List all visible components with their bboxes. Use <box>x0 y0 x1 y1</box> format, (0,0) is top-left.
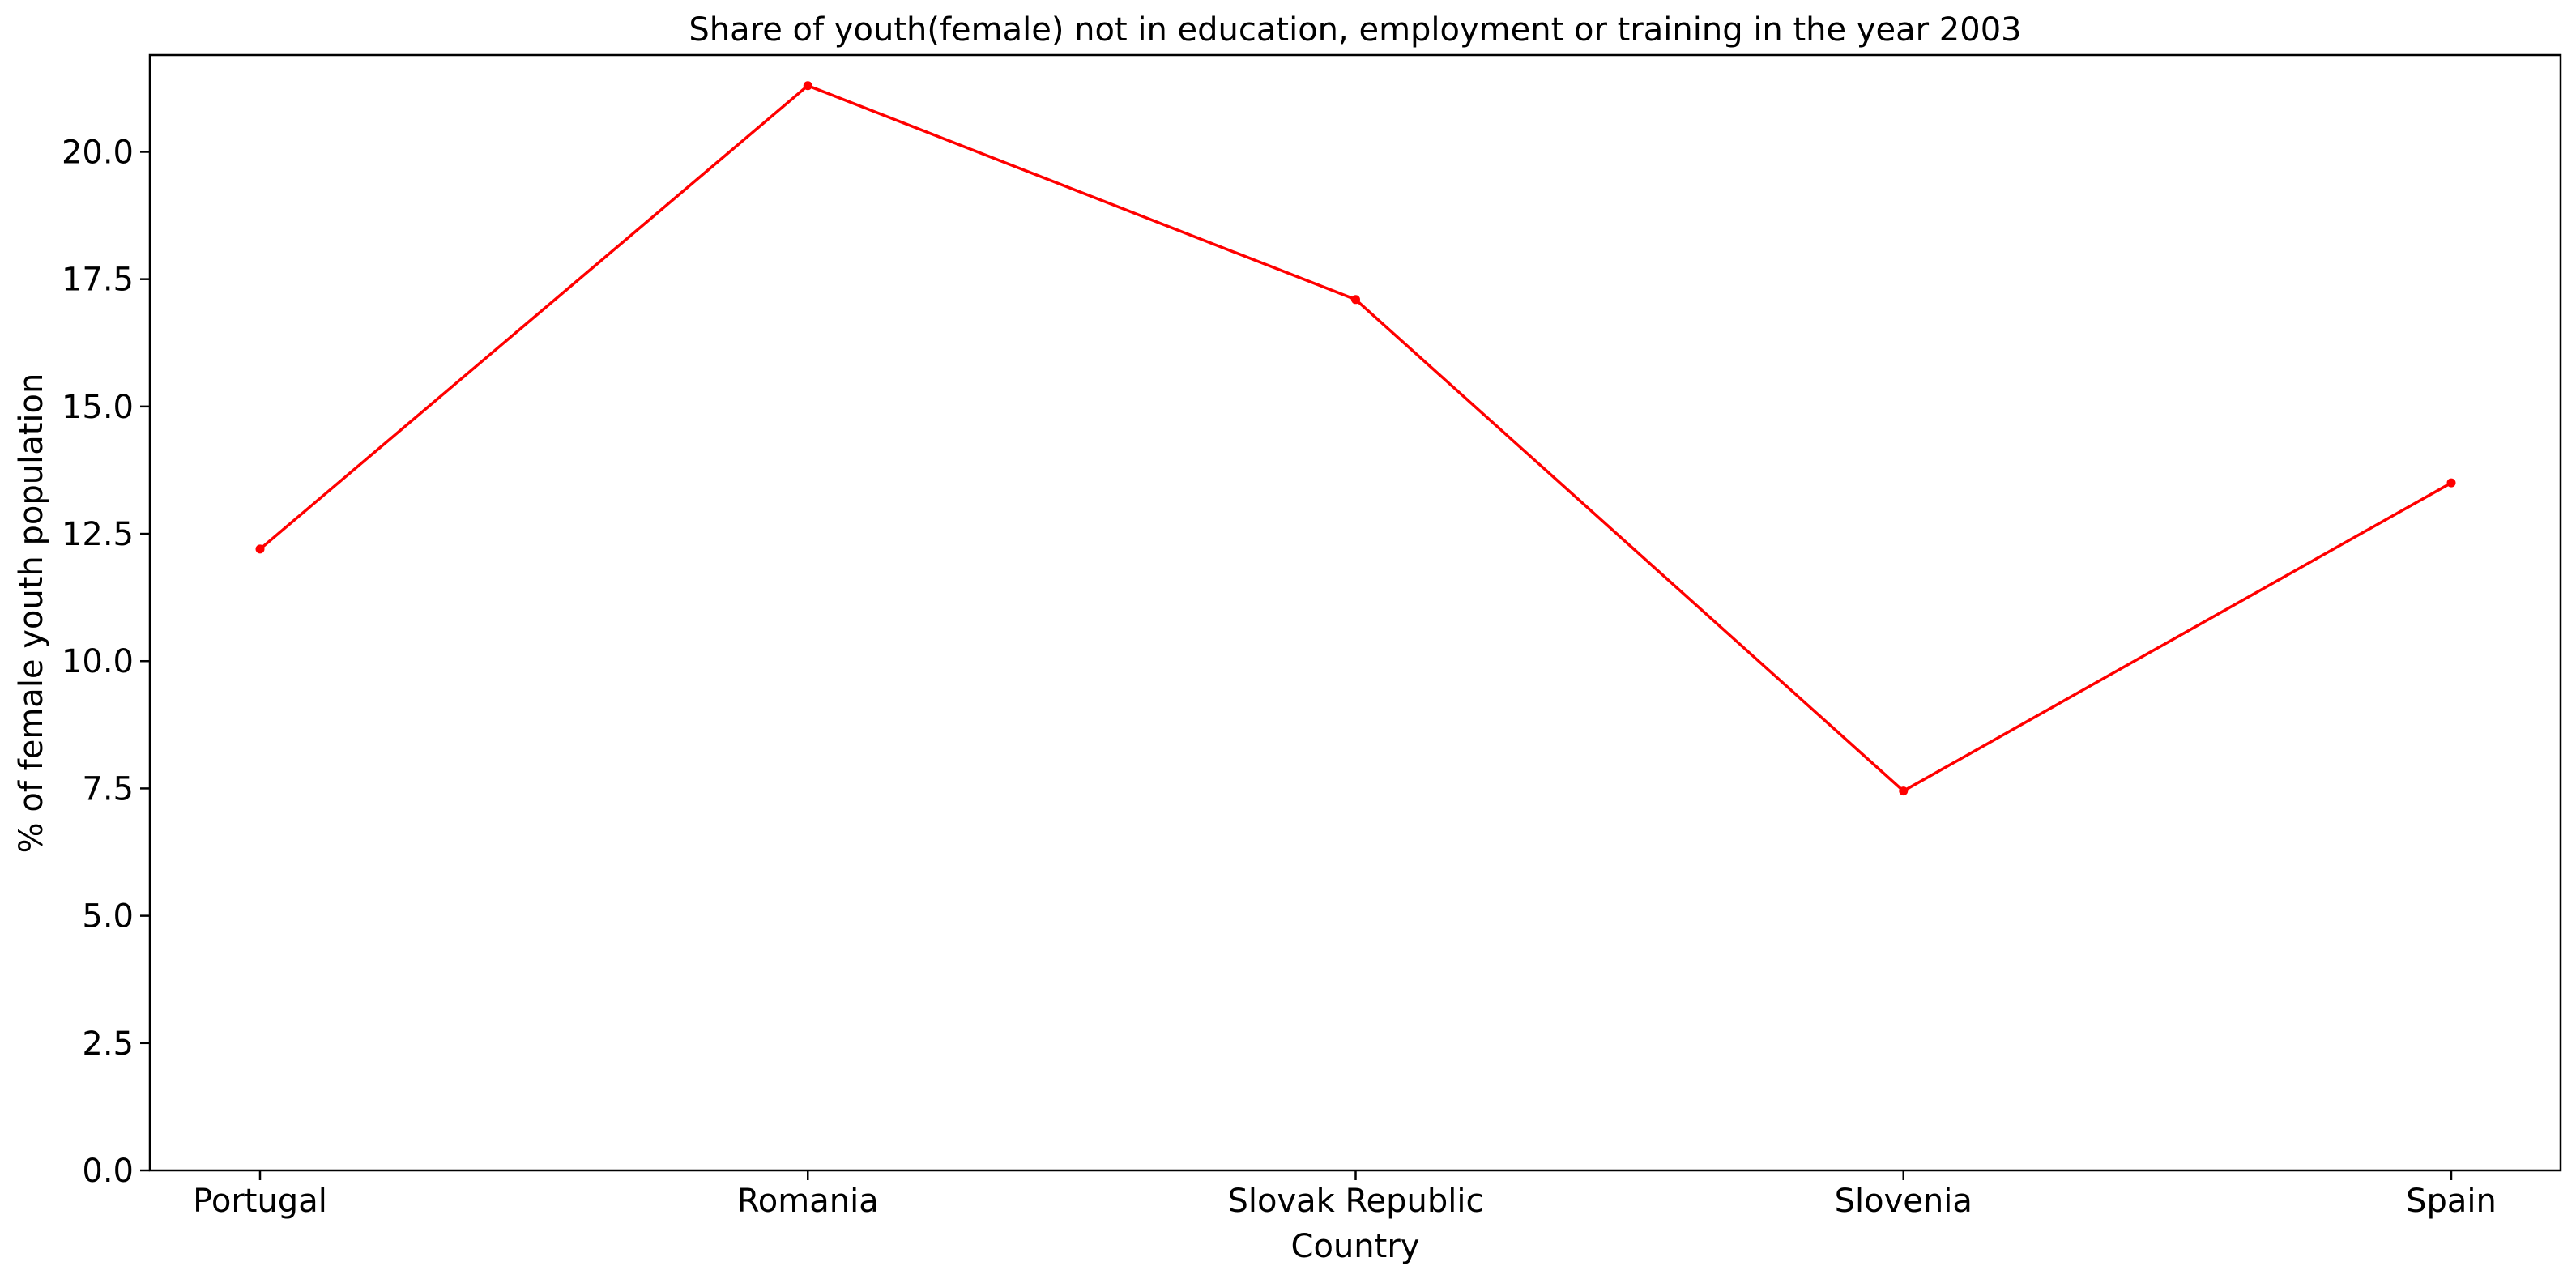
data-point <box>1899 786 1909 796</box>
chart-title: Share of youth(female) not in education,… <box>689 11 2021 49</box>
data-point <box>1351 295 1360 305</box>
y-tick-label: 15.0 <box>62 389 134 426</box>
x-tick-label: Romania <box>737 1183 879 1220</box>
x-tick-label: Slovak Republic <box>1228 1183 1484 1220</box>
data-point <box>803 81 812 91</box>
y-tick-label: 0.0 <box>82 1153 134 1190</box>
y-tick-label: 2.5 <box>82 1025 134 1063</box>
x-tick-label: Portugal <box>193 1183 327 1220</box>
data-point <box>2446 478 2456 488</box>
y-axis: 0.0 2.5 5.0 7.5 10.0 12.5 15.0 17.5 20.0 <box>62 134 150 1190</box>
y-tick-label: 10.0 <box>62 643 134 680</box>
y-tick-label: 5.0 <box>82 898 134 936</box>
series-layer <box>255 81 2456 796</box>
data-point <box>255 544 265 554</box>
plot-area: 0.0 2.5 5.0 7.5 10.0 12.5 15.0 17.5 20.0 Portuga… <box>62 53 2562 1220</box>
x-tick-label: Slovenia <box>1835 1183 1973 1220</box>
y-tick-label: 7.5 <box>82 770 134 808</box>
x-axis: Portugal Romania Slovak Republic Slovenia Sp… <box>193 1170 2497 1220</box>
y-axis-label: % of female youth population <box>13 373 50 854</box>
y-tick-label: 17.5 <box>62 262 134 299</box>
y-tick-label: 12.5 <box>62 516 134 553</box>
x-axis-label: Country <box>1291 1228 1420 1265</box>
x-tick-label: Spain <box>2406 1183 2497 1220</box>
y-tick-label: 20.0 <box>62 134 134 171</box>
